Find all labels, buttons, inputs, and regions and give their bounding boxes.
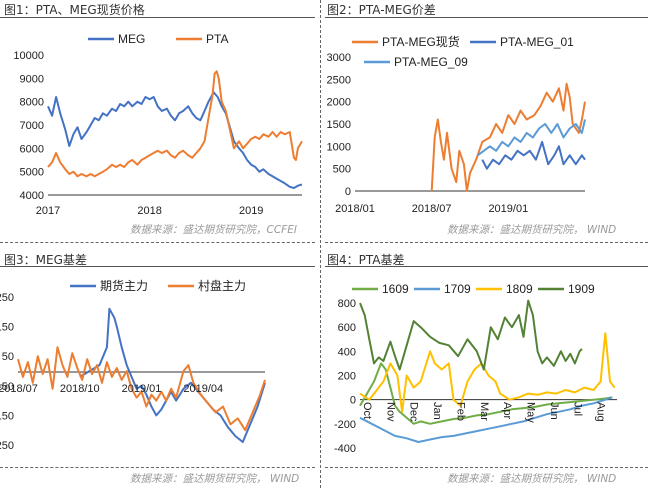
- y-tick-label: 3000: [327, 52, 351, 64]
- legend-label: PTA-MEG_09: [394, 55, 468, 69]
- y-tick-label: 1000: [327, 141, 351, 153]
- legend-label: 1909: [568, 282, 595, 296]
- panel-3-top-rule: [0, 266, 315, 267]
- y-tick-label: 6000: [20, 143, 44, 155]
- panel-1-title: 图1：PTA、MEG现货价格: [4, 3, 145, 17]
- y-tick-label: 10000: [13, 50, 44, 62]
- x-tick-label: 2018/10: [60, 383, 100, 395]
- x-tick-label: 2018/07: [412, 203, 452, 215]
- x-tick-label: Nov: [384, 402, 396, 422]
- panel-1-top-rule: [0, 17, 315, 18]
- x-tick-label: Apr: [501, 402, 513, 419]
- panel-2-title: 图2：PTA-MEG价差: [327, 3, 436, 17]
- panel-4-source: 数据来源：盛达期货研究院， WIND: [447, 473, 617, 485]
- chart-2-pta-meg-spread: 0 500 1000 1500 2000 2500 3000 2018/01 2018/07 20…: [327, 34, 586, 215]
- y-tick-label: 150: [0, 322, 14, 334]
- x-tick-label: 2019/04: [183, 383, 223, 395]
- panel-3-bottom-rule: [0, 467, 315, 468]
- y-tick-label: 4000: [20, 190, 44, 202]
- panel-3-source: 数据来源：盛达期货研究院， WIND: [130, 473, 300, 485]
- y-tick-label: 5000: [20, 167, 44, 179]
- x-tick-label: 2019: [239, 205, 263, 217]
- y-tick-label: -400: [334, 443, 356, 455]
- legend-label: PTA-MEG_01: [500, 35, 574, 49]
- series-line-PTA: [47, 70, 303, 178]
- x-tick-label: Feb: [454, 402, 466, 421]
- series-line-期货主力: [79, 307, 266, 443]
- y-tick-label: 2500: [327, 74, 351, 86]
- x-tick-label: 2018/01: [335, 203, 375, 215]
- y-tick-label: -50: [0, 381, 14, 393]
- y-tick-label: 600: [338, 322, 356, 334]
- x-tick-label: 2017: [36, 205, 60, 217]
- legend-label: 1609: [382, 282, 409, 296]
- y-tick-label: 2000: [327, 97, 351, 109]
- panel-1-bottom-rule: [0, 242, 315, 243]
- y-tick-label: 800: [338, 298, 356, 310]
- panel-4-top-rule: [325, 266, 648, 267]
- series-line-PTA-MEG_01: [481, 140, 586, 170]
- x-tick-label: Jul: [571, 402, 583, 416]
- legend-label: 1709: [444, 282, 471, 296]
- series-line-1909: [359, 299, 583, 371]
- x-tick-label: Mar: [478, 402, 490, 421]
- y-tick-label: 8000: [20, 97, 44, 109]
- legend-label: 1809: [506, 282, 533, 296]
- y-tick-label: -150: [0, 410, 14, 422]
- y-tick-label: 9000: [20, 73, 44, 85]
- y-tick-label: 200: [338, 371, 356, 383]
- series-line-MEG: [47, 91, 303, 189]
- x-tick-label: Jun: [548, 402, 560, 420]
- panel-1-source: 数据来源：盛达期货研究院，CCFEI: [130, 224, 297, 236]
- panel-4-bottom-rule: [325, 467, 648, 468]
- panel-2-bottom-rule: [325, 242, 648, 243]
- series-line-1809: [359, 332, 616, 413]
- chart-3-meg-basis: -250 -150 -50 50 150 250 2018/07 2018/10 2019/01…: [0, 278, 266, 452]
- legend-label: PTA: [206, 32, 228, 46]
- panel-2-source: 数据来源：盛达期货研究院， WIND: [447, 224, 617, 236]
- panel-4-title: 图4：PTA基差: [327, 253, 405, 267]
- y-tick-label: 0: [345, 186, 351, 198]
- x-tick-label: 2019/01: [122, 383, 162, 395]
- legend-label: 村盘主力: [198, 278, 246, 293]
- legend-label: MEG: [118, 32, 145, 46]
- y-tick-label: 0: [350, 395, 356, 407]
- x-tick-label: 2018/07: [0, 383, 38, 395]
- y-tick-label: -250: [0, 440, 14, 452]
- series-line-PTA-MEG现货: [430, 82, 586, 192]
- panel-3-title: 图3：MEG基差: [4, 253, 87, 267]
- legend-label: PTA-MEG现货: [382, 34, 460, 49]
- legend-label: 期货主力: [100, 278, 148, 293]
- x-tick-label: Dec: [408, 402, 420, 422]
- chart-1-pta-meg-spot-price: 4000 5000 6000 7000 8000 9000 10000 2017 2018 201…: [13, 32, 303, 217]
- y-tick-label: 500: [333, 164, 351, 176]
- series-line-1609: [359, 362, 613, 425]
- y-tick-label: 7000: [20, 120, 44, 132]
- x-tick-label: 2018: [137, 205, 161, 217]
- x-tick-label: May: [525, 402, 537, 423]
- y-tick-label: 50: [2, 351, 14, 363]
- x-tick-label: Oct: [361, 402, 373, 419]
- x-tick-label: Aug: [595, 402, 607, 422]
- y-tick-label: -200: [334, 419, 356, 431]
- x-tick-label: 2019/01: [488, 203, 528, 215]
- series-line-1709: [359, 396, 613, 443]
- panel-divider: [320, 0, 321, 488]
- y-tick-label: 250: [0, 292, 14, 304]
- panel-2-top-rule: [325, 17, 648, 18]
- series-line-PTA-MEG_09: [477, 119, 586, 157]
- y-tick-label: 1500: [327, 119, 351, 131]
- series-line-村盘主力: [17, 346, 266, 432]
- x-tick-label: Jan: [431, 402, 443, 420]
- y-tick-label: 400: [338, 346, 356, 358]
